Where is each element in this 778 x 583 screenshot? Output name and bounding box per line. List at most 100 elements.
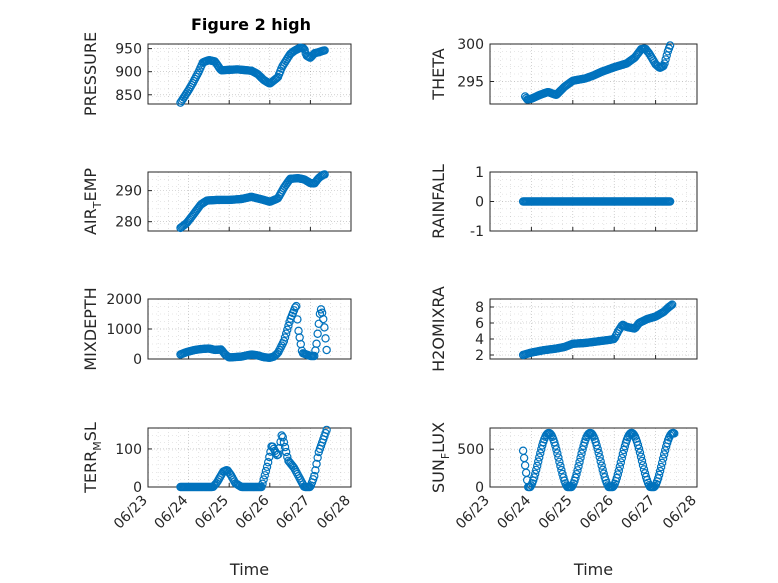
data-point: [636, 452, 646, 461]
data-point: [571, 473, 580, 482]
y-tick-label: 290: [115, 184, 142, 200]
data-point: [657, 458, 667, 468]
data-point: [557, 465, 566, 475]
data-point: [274, 450, 283, 459]
y-axis-label-main: SUN: [429, 459, 448, 493]
subplot-4: -1 0 1 RAINFALL: [429, 164, 698, 240]
y-tick-label: 500: [457, 442, 484, 458]
data-point: [311, 466, 320, 475]
data-point: [262, 462, 272, 472]
y-axis-label-rest: SL: [81, 422, 100, 441]
y-tick-label: 8: [475, 300, 484, 316]
x-axis-label: Time: [229, 560, 269, 579]
data-point: [596, 457, 605, 466]
data-point: [261, 466, 271, 476]
data-point: [597, 461, 606, 470]
y-tick-label: 4: [475, 332, 484, 348]
data-point: [616, 458, 626, 467]
data-point: [556, 461, 565, 471]
data-point: [284, 321, 293, 331]
data-point: [661, 55, 670, 64]
data-point: [576, 453, 585, 462]
data-point: [572, 469, 581, 479]
y-axis-label-subscript: T: [91, 201, 104, 209]
data-point: [595, 452, 604, 462]
data-point: [555, 457, 564, 466]
y-tick-label: 0: [475, 195, 484, 211]
data-point: [665, 197, 675, 206]
data-point: [629, 430, 639, 439]
data-point: [612, 473, 622, 483]
y-axis-label-main: AIR: [81, 208, 100, 235]
y-axis-label: RAINFALL: [429, 164, 448, 239]
data-point: [320, 170, 329, 179]
x-axis-label: Time: [573, 560, 613, 579]
data-point: [275, 443, 284, 453]
data-point: [633, 440, 643, 450]
y-tick-label: 1: [475, 165, 484, 181]
y-axis-label-rest: EMP: [81, 168, 100, 202]
data-point: [281, 329, 291, 338]
y-axis-label: MIXDEPTH: [81, 287, 100, 370]
data-point: [534, 457, 543, 466]
data-point: [310, 471, 319, 481]
data-point: [283, 452, 292, 462]
data-point: [530, 473, 539, 482]
data-point: [667, 300, 677, 309]
y-tick-label: 0: [133, 480, 142, 496]
data-point: [614, 466, 624, 475]
data-point: [531, 469, 540, 479]
data-point: [265, 452, 274, 462]
y-tick-label: 2: [475, 348, 484, 364]
data-point: [320, 46, 329, 55]
data-point: [554, 453, 563, 462]
data-point: [312, 339, 321, 348]
data-point: [293, 315, 302, 324]
y-axis-label: H2OMIXRA: [429, 286, 448, 372]
data-point: [290, 303, 300, 312]
data-point: [319, 314, 328, 324]
subplot-2: 295 300 THETA: [429, 37, 698, 105]
data-point: [320, 323, 329, 332]
data-point: [280, 442, 290, 452]
data-point: [283, 325, 292, 334]
data-point: [321, 334, 330, 343]
data-point: [654, 470, 664, 480]
data-point: [665, 41, 675, 50]
y-tick-label: 100: [115, 442, 142, 458]
data-point: [553, 449, 562, 458]
data-point: [310, 351, 319, 361]
y-axis-label: SUNFLUX: [429, 422, 452, 493]
y-axis-label: TERRMSL: [81, 422, 104, 494]
data-point: [299, 44, 308, 53]
data-point: [317, 308, 327, 317]
data-point: [594, 448, 603, 458]
y-tick-label: 2000: [106, 292, 142, 308]
data-point: [577, 449, 586, 458]
data-point: [551, 441, 560, 450]
data-point: [312, 459, 321, 469]
y-tick-label: 0: [133, 352, 142, 368]
subplot-5: 0 1000 2000 MIXDEPTH: [81, 287, 352, 371]
data-point: [259, 475, 268, 484]
data-point: [305, 482, 314, 492]
data-point: [281, 447, 291, 457]
y-axis-label: THETA: [429, 48, 448, 100]
data-point: [635, 448, 645, 457]
data-point: [637, 456, 647, 466]
figure-title: Figure 2 high: [191, 15, 311, 34]
data-point: [656, 462, 666, 472]
data-point: [292, 301, 301, 311]
data-point: [592, 441, 601, 450]
data-point: [258, 479, 267, 488]
y-axis-label: PRESSURE: [81, 32, 100, 116]
data-point: [279, 437, 289, 447]
data-point: [313, 453, 322, 462]
data-point: [658, 454, 668, 463]
data-point: [593, 444, 602, 454]
data-point: [533, 461, 542, 471]
data-point: [670, 429, 679, 438]
data-point: [535, 453, 544, 462]
